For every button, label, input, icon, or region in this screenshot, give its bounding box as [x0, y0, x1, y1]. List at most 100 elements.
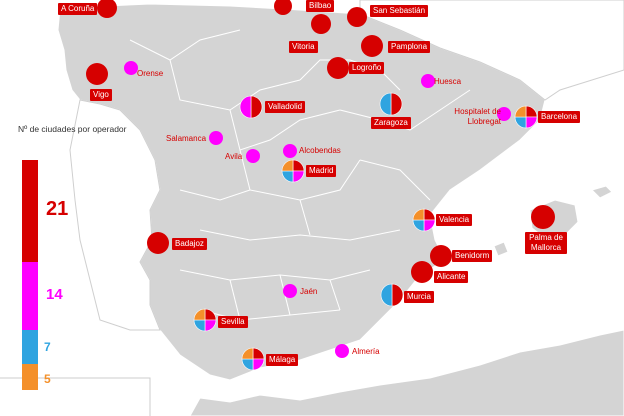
marker-vitoria: [311, 14, 331, 34]
marker-slice: [241, 347, 254, 360]
marker-pamplona: [361, 35, 383, 57]
city-label-murcia: Murcia: [404, 291, 435, 303]
marker-slice: [421, 74, 435, 88]
marker-murcia: [380, 283, 404, 307]
marker-slice: [147, 232, 169, 254]
marker-slice: [274, 0, 292, 15]
city-label-sevilla: Sevilla: [218, 316, 248, 328]
marker-slice: [283, 144, 297, 158]
marker-slice: [531, 205, 555, 229]
city-label-orense: Orense: [137, 69, 164, 78]
province-borders: [129, 29, 471, 321]
marker-slice: [283, 284, 297, 298]
marker-slice: [239, 95, 252, 119]
marker-slice: [361, 35, 383, 57]
legend-value-blue: 7: [44, 340, 51, 354]
marker-slice: [411, 261, 433, 283]
france: [359, 0, 624, 101]
marker-bilbao: [274, 0, 292, 15]
city-label-salamanca: Salamanca: [166, 134, 207, 143]
marker-valencia: [412, 208, 436, 232]
legend-value-orange: 5: [44, 372, 51, 386]
city-label-avila: Avila: [225, 152, 243, 161]
city-markers: [86, 0, 555, 371]
city-label-vitoria: Vitoria: [289, 41, 318, 53]
marker-slice: [497, 107, 511, 121]
marker-slice: [347, 7, 367, 27]
marker-a-coruna: [97, 0, 117, 18]
city-label-madrid: Madrid: [306, 165, 337, 177]
city-label-pamplona: Pamplona: [388, 41, 431, 53]
marker-slice: [514, 105, 527, 118]
marker-hospitalet-de-llobregat: [497, 107, 511, 121]
city-label-bilbao: Bilbao: [306, 0, 335, 12]
marker-slice: [379, 92, 392, 116]
legend-title: Nº de ciudades por operador: [18, 124, 127, 134]
city-label-hospitalet-de-llobregat: Hospitalet de Llobregat: [454, 107, 501, 126]
city-label-badajoz: Badajoz: [172, 238, 207, 250]
city-label-malaga: Málaga: [266, 354, 299, 366]
marker-vigo: [86, 63, 108, 85]
marker-alicante: [411, 261, 433, 283]
marker-slice: [209, 131, 223, 145]
marker-sevilla: [193, 308, 217, 332]
marker-madrid: [281, 159, 305, 183]
city-label-palma-de-mallorca: Palma de Mallorca: [525, 232, 567, 254]
city-label-huesca: Huesca: [434, 77, 462, 86]
marker-slice: [86, 63, 108, 85]
marker-slice: [246, 149, 260, 163]
marker-slice: [412, 208, 425, 221]
marker-slice: [380, 283, 393, 307]
marker-avila: [246, 149, 260, 163]
city-label-benidorm: Benidorm: [452, 250, 493, 262]
legend-bar-orange: [22, 364, 38, 390]
marker-almeria: [335, 344, 349, 358]
marker-benidorm: [430, 245, 452, 267]
marker-slice: [311, 14, 331, 34]
city-label-alicante: Alicante: [434, 271, 469, 283]
marker-huesca: [421, 74, 435, 88]
city-label-san-sebastian: San Sebastián: [370, 5, 429, 17]
marker-slice: [430, 245, 452, 267]
city-label-almeria: Almería: [352, 347, 380, 356]
city-label-zaragoza: Zaragoza: [371, 117, 411, 129]
marker-jaen: [283, 284, 297, 298]
legend-value-magenta: 14: [46, 286, 63, 303]
canary-inset-frame: [0, 377, 151, 416]
marker-valladolid: [239, 95, 263, 119]
marker-slice: [252, 358, 265, 371]
marker-alcobendas: [283, 144, 297, 158]
marker-slice: [97, 0, 117, 18]
marker-zaragoza: [379, 92, 403, 116]
marker-slice: [193, 308, 206, 321]
city-label-valencia: Valencia: [436, 214, 473, 226]
ibiza: [493, 241, 509, 257]
city-label-alcobendas: Alcobendas: [299, 146, 341, 155]
marker-slice: [391, 283, 404, 307]
marker-slice: [525, 116, 538, 129]
city-label-logrono: Logroño: [349, 62, 385, 74]
marker-badajoz: [147, 232, 169, 254]
city-label-barcelona: Barcelona: [538, 111, 581, 123]
legend-bar-red: [22, 160, 38, 262]
marker-barcelona: [514, 105, 538, 129]
marker-slice: [327, 57, 349, 79]
marker-slice: [124, 61, 138, 75]
marker-san-sebastian: [347, 7, 367, 27]
marker-slice: [390, 92, 403, 116]
marker-salamanca: [209, 131, 223, 145]
marker-malaga: [241, 347, 265, 371]
marker-slice: [250, 95, 263, 119]
menorca: [591, 185, 613, 199]
city-label-jaen: Jaén: [300, 287, 318, 296]
north-africa: [189, 329, 624, 416]
city-label-a-coruna: A Coruña: [58, 3, 98, 15]
marker-orense: [124, 61, 138, 75]
legend-bar-blue: [22, 330, 38, 364]
city-label-valladolid: Valladolid: [265, 101, 306, 113]
marker-slice: [335, 344, 349, 358]
marker-slice: [281, 159, 294, 172]
legend-bar-magenta: [22, 262, 38, 330]
legend-value-red: 21: [46, 198, 69, 220]
